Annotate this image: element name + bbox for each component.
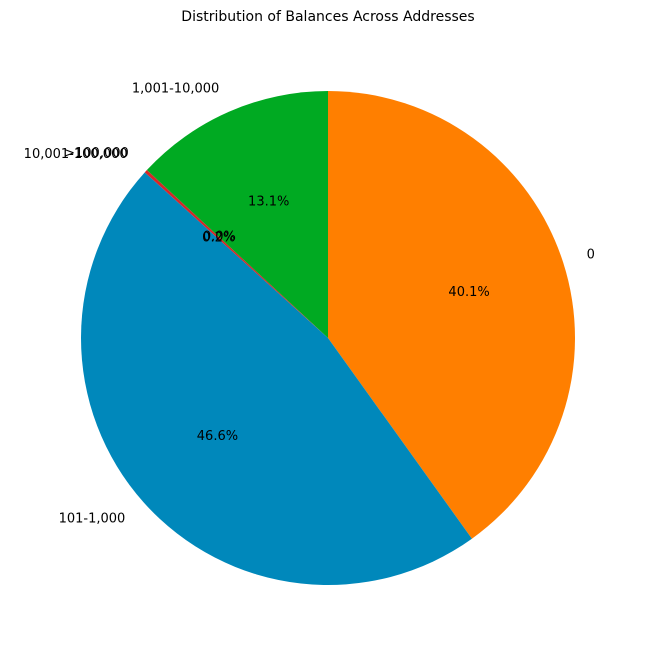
pie-slice xyxy=(80,172,472,586)
percent-label: 13.1% xyxy=(248,195,289,210)
slice-label: >100,000 xyxy=(64,146,129,161)
percent-label: 40.1% xyxy=(448,285,489,300)
slice-label: 101-1,000 xyxy=(59,511,126,526)
percent-label: 0.2% xyxy=(202,230,235,245)
slice-label: 0 xyxy=(587,247,595,262)
pie-slice xyxy=(144,170,328,338)
pie-slice xyxy=(146,91,328,338)
pie-slice xyxy=(328,91,576,539)
percent-label: 46.6% xyxy=(197,429,238,444)
slice-label: 10,001-100,000 xyxy=(24,147,128,162)
percent-label: 0.0% xyxy=(203,230,236,245)
slice-label: 1,001-10,000 xyxy=(132,81,219,96)
chart-title: Distribution of Balances Across Addresse… xyxy=(181,9,474,25)
